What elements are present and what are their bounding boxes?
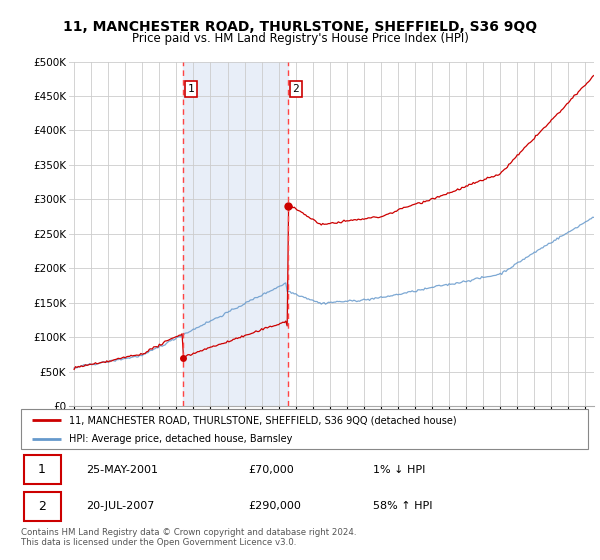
- Text: Price paid vs. HM Land Registry's House Price Index (HPI): Price paid vs. HM Land Registry's House …: [131, 32, 469, 45]
- Bar: [183, 62, 288, 406]
- Text: 11, MANCHESTER ROAD, THURLSTONE, SHEFFIELD, S36 9QQ (detached house): 11, MANCHESTER ROAD, THURLSTONE, SHEFFIE…: [69, 415, 457, 425]
- FancyBboxPatch shape: [24, 455, 61, 484]
- Text: 1: 1: [187, 84, 194, 94]
- Text: 20-JUL-2007: 20-JUL-2007: [86, 501, 155, 511]
- Text: 25-MAY-2001: 25-MAY-2001: [86, 465, 158, 475]
- Text: 1% ↓ HPI: 1% ↓ HPI: [373, 465, 425, 475]
- Text: 58% ↑ HPI: 58% ↑ HPI: [373, 501, 432, 511]
- Text: 2: 2: [292, 84, 299, 94]
- Text: 11, MANCHESTER ROAD, THURLSTONE, SHEFFIELD, S36 9QQ: 11, MANCHESTER ROAD, THURLSTONE, SHEFFIE…: [63, 20, 537, 34]
- FancyBboxPatch shape: [21, 409, 588, 449]
- Text: £70,000: £70,000: [248, 465, 293, 475]
- Text: £290,000: £290,000: [248, 501, 301, 511]
- FancyBboxPatch shape: [24, 492, 61, 521]
- Text: Contains HM Land Registry data © Crown copyright and database right 2024.
This d: Contains HM Land Registry data © Crown c…: [21, 528, 356, 547]
- Text: 1: 1: [38, 463, 46, 477]
- Text: HPI: Average price, detached house, Barnsley: HPI: Average price, detached house, Barn…: [69, 434, 293, 444]
- Text: 2: 2: [38, 500, 46, 513]
